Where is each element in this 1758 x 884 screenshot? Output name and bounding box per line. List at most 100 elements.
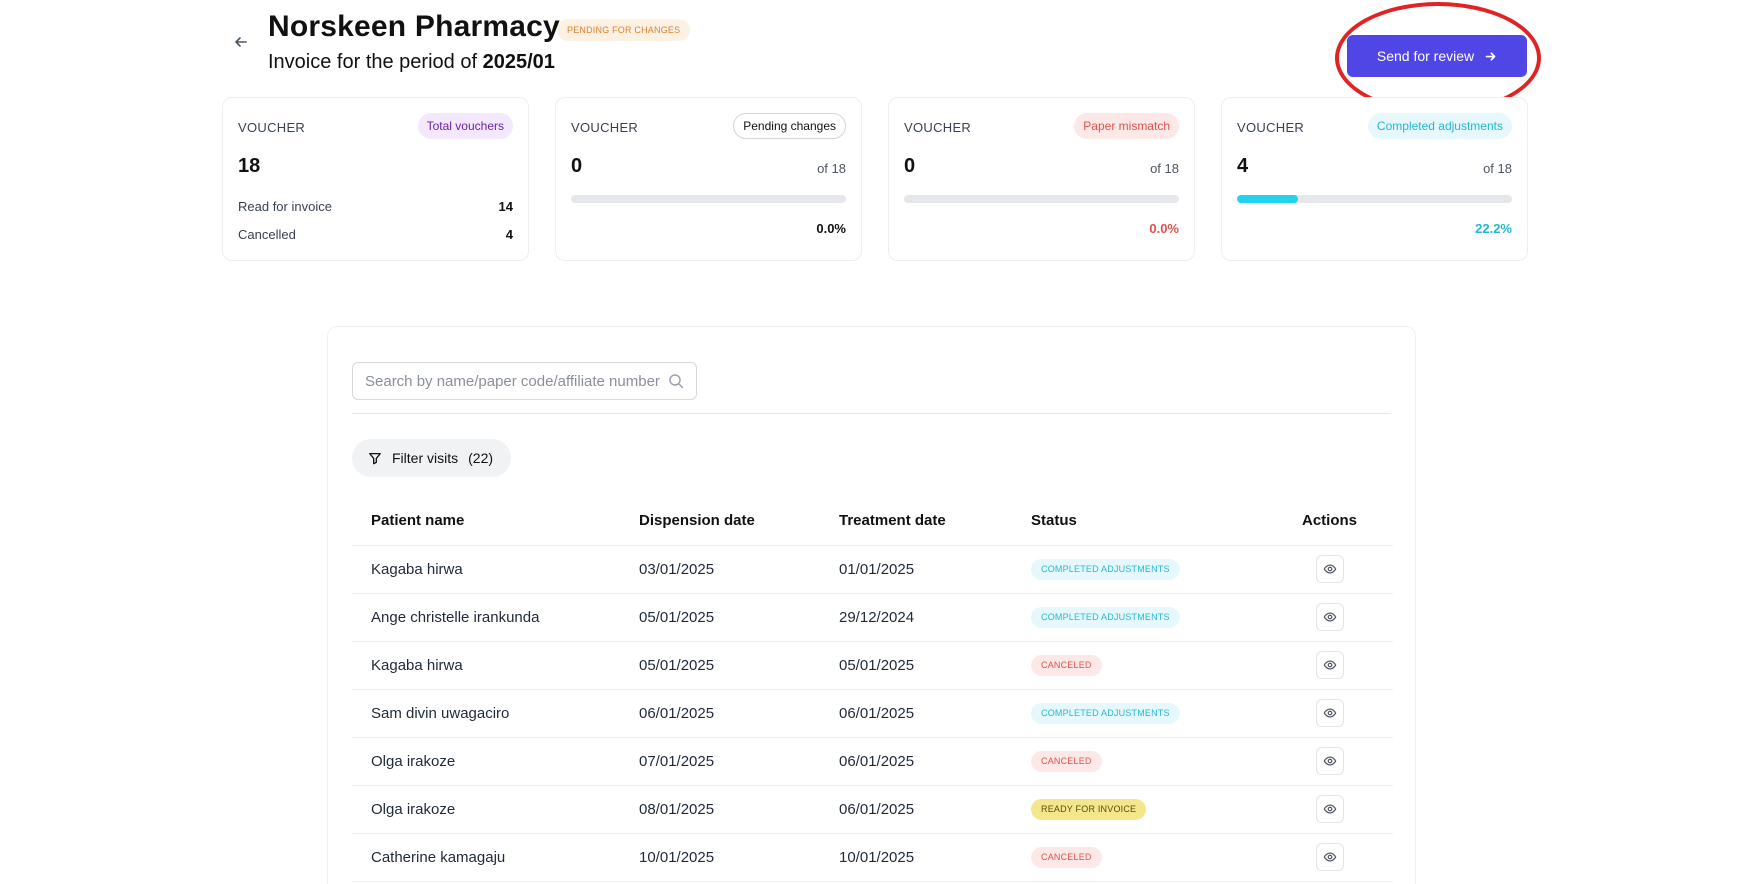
cell-treatment-date: 06/01/2025 bbox=[839, 737, 1031, 786]
eye-icon bbox=[1323, 804, 1336, 814]
row-value: 14 bbox=[498, 199, 513, 214]
cell-patient-name: Sam divin uwagaciro bbox=[352, 689, 639, 738]
header-treatment-date: Treatment date bbox=[839, 497, 1031, 546]
visits-table: Patient name Dispension date Treatment d… bbox=[352, 497, 1393, 882]
eye-icon bbox=[1323, 612, 1336, 622]
search-input[interactable] bbox=[365, 372, 668, 390]
row-value: 4 bbox=[505, 227, 513, 242]
table-row: Ange christelle irankunda 05/01/2025 29/12… bbox=[352, 593, 1393, 642]
arrow-left-icon bbox=[235, 37, 247, 47]
search-icon bbox=[669, 374, 684, 389]
cell-patient-name: Ange christelle irankunda bbox=[352, 593, 639, 642]
row-label: Cancelled bbox=[238, 227, 296, 242]
card-of-total: of 18 bbox=[1483, 161, 1512, 176]
eye-icon bbox=[1323, 852, 1336, 862]
table-row: Kagaba hirwa 05/01/2025 05/01/2025 CANCELED bbox=[352, 641, 1393, 690]
card-value: 18 bbox=[238, 155, 261, 177]
table-row: Olga irakoze 08/01/2025 06/01/2025 READY FO… bbox=[352, 785, 1393, 834]
status-badge: READY FOR INVOICE bbox=[1031, 798, 1147, 820]
cell-dispension-date: 03/01/2025 bbox=[639, 545, 839, 594]
card-pending-changes: VOUCHER Pending changes 0 of 18 0.0% bbox=[555, 97, 862, 261]
header-actions: Actions bbox=[1266, 497, 1393, 546]
card-paper-mismatch: VOUCHER Paper mismatch 0 of 18 0.0% bbox=[888, 97, 1195, 261]
back-button[interactable] bbox=[232, 34, 250, 52]
eye-icon bbox=[1323, 564, 1336, 574]
card-label: VOUCHER bbox=[238, 120, 306, 135]
table-row: Sam divin uwagaciro 06/01/2025 06/01/2025 C… bbox=[352, 689, 1393, 738]
view-visit-button[interactable] bbox=[1315, 747, 1344, 775]
progress-bar bbox=[1237, 195, 1512, 203]
card-of-total: of 18 bbox=[1150, 161, 1179, 176]
header-patient-name: Patient name bbox=[352, 497, 639, 546]
card-percent: 22.2% bbox=[1475, 221, 1512, 236]
cell-patient-name: Kagaba hirwa bbox=[352, 641, 639, 690]
divider bbox=[352, 413, 1391, 414]
status-badge: CANCELED bbox=[1031, 654, 1102, 676]
page-title: Norskeen Pharmacy bbox=[268, 10, 560, 43]
chip-pending-changes: Pending changes bbox=[733, 113, 846, 139]
view-visit-button[interactable] bbox=[1315, 555, 1344, 583]
send-for-review-button[interactable]: Send for review bbox=[1347, 35, 1527, 77]
funnel-icon bbox=[369, 452, 381, 465]
header-status: Status bbox=[1031, 497, 1266, 546]
card-value: 0 bbox=[571, 155, 583, 177]
table-row: Olga irakoze 07/01/2025 06/01/2025 CANCELED bbox=[352, 737, 1393, 786]
page-subtitle: Invoice for the period of 2025/01 bbox=[268, 51, 555, 74]
visits-panel: Filter visits (22) Patient name Dispensi… bbox=[327, 326, 1416, 884]
chip-paper-mismatch: Paper mismatch bbox=[1074, 113, 1179, 139]
cell-treatment-date: 29/12/2024 bbox=[839, 593, 1031, 642]
cell-treatment-date: 05/01/2025 bbox=[839, 641, 1031, 690]
filter-count: (22) bbox=[468, 450, 494, 466]
cell-treatment-date: 06/01/2025 bbox=[839, 785, 1031, 834]
status-badge: CANCELED bbox=[1031, 750, 1102, 772]
card-percent: 0.0% bbox=[1149, 221, 1179, 236]
cell-treatment-date: 10/01/2025 bbox=[839, 833, 1031, 882]
header-dispension-date: Dispension date bbox=[639, 497, 839, 546]
cell-dispension-date: 08/01/2025 bbox=[639, 785, 839, 834]
card-percent: 0.0% bbox=[816, 221, 846, 236]
eye-icon bbox=[1323, 708, 1336, 718]
search-box[interactable] bbox=[352, 362, 697, 400]
eye-icon bbox=[1323, 660, 1336, 670]
cell-patient-name: Olga irakoze bbox=[352, 737, 639, 786]
table-row: Catherine kamagaju 10/01/2025 10/01/2025 CA… bbox=[352, 833, 1393, 882]
card-label: VOUCHER bbox=[571, 120, 639, 135]
filter-label: Filter visits bbox=[392, 450, 459, 466]
subtitle-prefix: Invoice for the period of bbox=[268, 51, 483, 73]
card-label: VOUCHER bbox=[904, 120, 972, 135]
card-value: 0 bbox=[904, 155, 916, 177]
arrow-right-icon bbox=[1485, 51, 1496, 61]
progress-bar bbox=[904, 195, 1179, 203]
table-row: Kagaba hirwa 03/01/2025 01/01/2025 COMPLETE… bbox=[352, 545, 1393, 594]
view-visit-button[interactable] bbox=[1315, 795, 1344, 823]
cell-dispension-date: 05/01/2025 bbox=[639, 641, 839, 690]
card-of-total: of 18 bbox=[817, 161, 846, 176]
chip-completed-adjustments: Completed adjustments bbox=[1367, 113, 1512, 139]
view-visit-button[interactable] bbox=[1315, 603, 1344, 631]
eye-icon bbox=[1323, 756, 1336, 766]
progress-bar bbox=[571, 195, 846, 203]
status-badge: COMPLETED ADJUSTMENTS bbox=[1031, 606, 1180, 628]
chip-total-vouchers: Total vouchers bbox=[417, 113, 513, 139]
invoice-status-badge: PENDING FOR CHANGES bbox=[557, 19, 691, 41]
card-completed-adjustments: VOUCHER Completed adjustments 4 of 18 22… bbox=[1221, 97, 1528, 261]
invoice-period: 2025/01 bbox=[482, 51, 555, 73]
view-visit-button[interactable] bbox=[1315, 651, 1344, 679]
cell-dispension-date: 05/01/2025 bbox=[639, 593, 839, 642]
cell-dispension-date: 06/01/2025 bbox=[639, 689, 839, 738]
status-badge: COMPLETED ADJUSTMENTS bbox=[1031, 558, 1180, 580]
card-total-vouchers: VOUCHER Total vouchers 18 Read for invoi… bbox=[222, 97, 529, 261]
row-read-for-invoice: Read for invoice 14 bbox=[238, 199, 513, 214]
progress-fill bbox=[1237, 195, 1299, 203]
cell-treatment-date: 06/01/2025 bbox=[839, 689, 1031, 738]
cell-patient-name: Olga irakoze bbox=[352, 785, 639, 834]
cell-patient-name: Catherine kamagaju bbox=[352, 833, 639, 882]
status-badge: COMPLETED ADJUSTMENTS bbox=[1031, 702, 1180, 724]
card-label: VOUCHER bbox=[1237, 120, 1305, 135]
filter-visits-button[interactable]: Filter visits (22) bbox=[352, 439, 512, 477]
cell-treatment-date: 01/01/2025 bbox=[839, 545, 1031, 594]
view-visit-button[interactable] bbox=[1315, 699, 1344, 727]
cell-dispension-date: 10/01/2025 bbox=[639, 833, 839, 882]
row-cancelled: Cancelled 4 bbox=[238, 227, 513, 242]
view-visit-button[interactable] bbox=[1315, 843, 1344, 871]
